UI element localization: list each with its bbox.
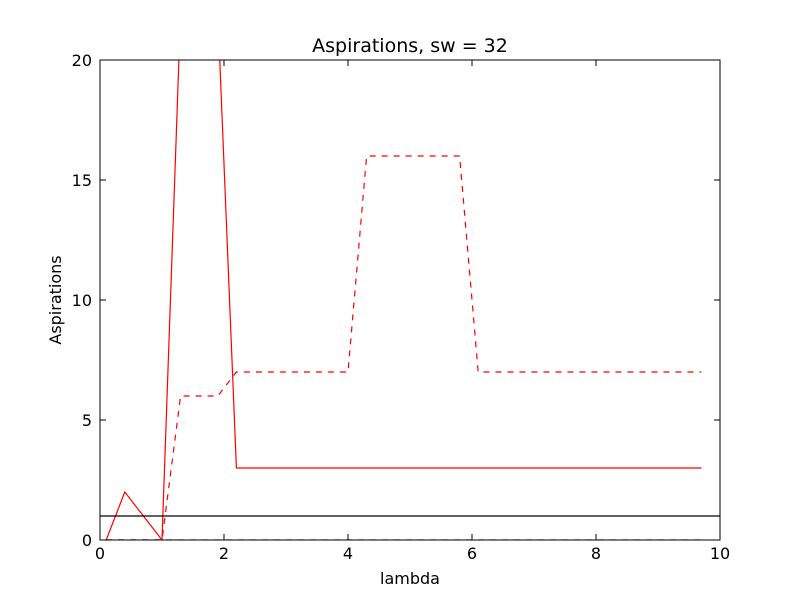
- y-tick-label: 5: [82, 411, 92, 430]
- tick-layer: 0 2 4 6 8 10 0 5 10 15 20: [72, 51, 731, 563]
- series-line-1: [105, 60, 702, 540]
- y-tick-label: 0: [82, 531, 92, 550]
- x-tick-label: 6: [467, 544, 477, 563]
- x-tick-label: 8: [591, 544, 601, 563]
- x-axis-label: lambda: [380, 569, 440, 588]
- chart-title: Aspirations, sw = 32: [312, 35, 508, 57]
- x-tick-label: 10: [710, 544, 730, 563]
- y-tick-label: 10: [72, 291, 92, 310]
- x-tick-label: 4: [343, 544, 353, 563]
- y-tick-label: 20: [72, 51, 92, 70]
- x-tick-label: 2: [219, 544, 229, 563]
- x-tick-label: 0: [95, 544, 105, 563]
- y-axis-label: Aspirations: [46, 255, 65, 344]
- y-tick-label: 15: [72, 171, 92, 190]
- plot-area: [100, 60, 720, 540]
- series-layer: [100, 60, 720, 540]
- series-line-2: [106, 155, 702, 540]
